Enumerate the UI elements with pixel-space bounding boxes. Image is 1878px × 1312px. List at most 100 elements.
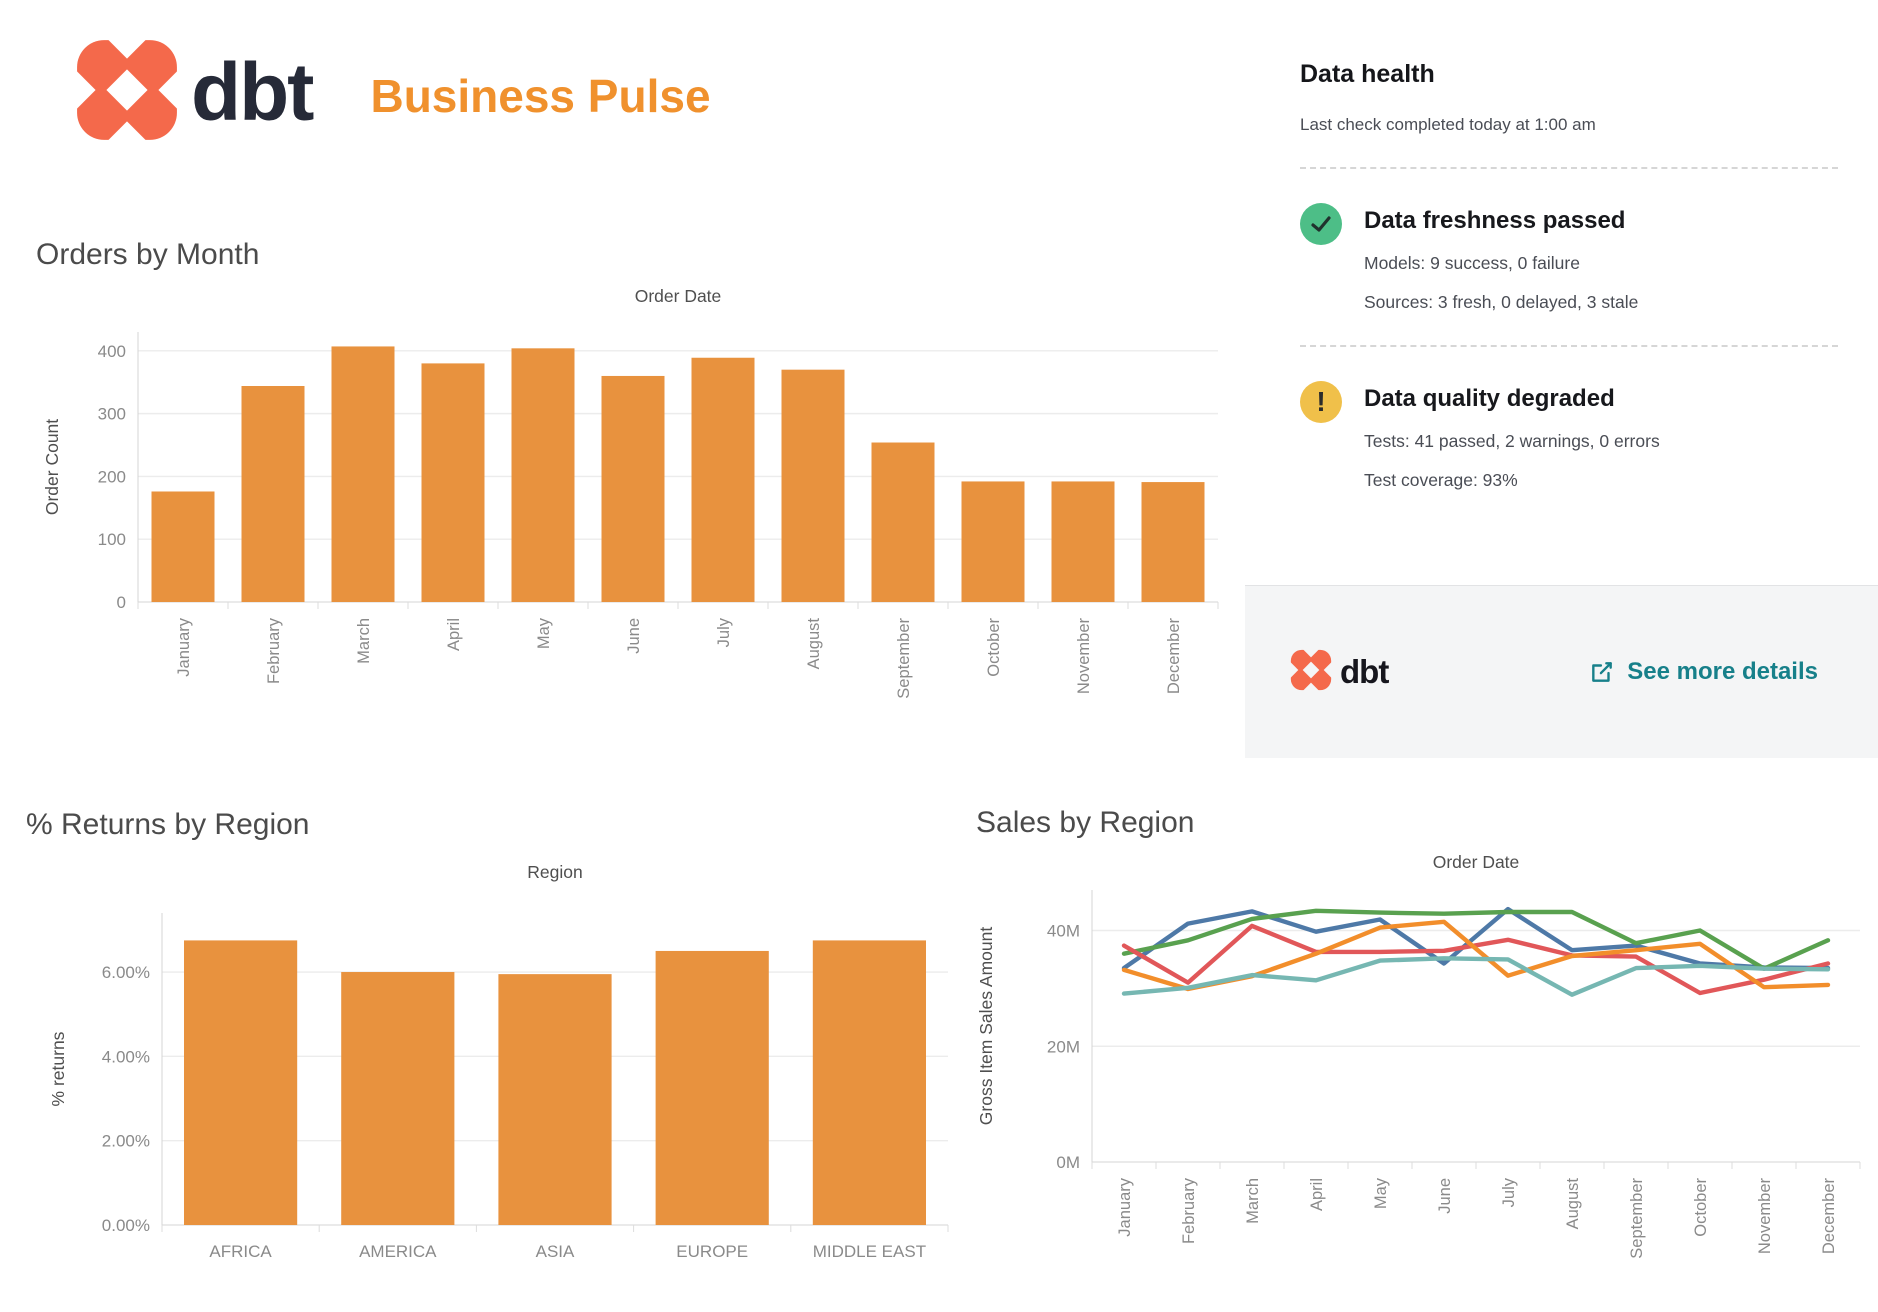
svg-text:September: September xyxy=(895,618,913,699)
svg-text:April: April xyxy=(1308,1178,1326,1211)
orders-by-month-chart: Orders by Month 0 100 200 300 400 January Febr… xyxy=(18,238,1233,752)
divider xyxy=(1300,167,1838,169)
dbt-wordmark: dbt xyxy=(1340,653,1389,690)
svg-text:June: June xyxy=(1436,1178,1454,1214)
bar-january[interactable] xyxy=(151,491,215,602)
bar-february[interactable] xyxy=(241,386,305,602)
bar-america[interactable] xyxy=(341,972,455,1225)
svg-text:AFRICA: AFRICA xyxy=(209,1242,272,1261)
svg-text:July: July xyxy=(1500,1177,1518,1207)
svg-text:2.00%: 2.00% xyxy=(102,1132,150,1151)
svg-text:November: November xyxy=(1756,1178,1774,1255)
svg-text:100: 100 xyxy=(98,530,126,549)
divider xyxy=(1300,345,1838,347)
health-footer: dbt See more details xyxy=(1245,585,1878,758)
svg-text:Region: Region xyxy=(527,862,582,882)
svg-text:Order Date: Order Date xyxy=(635,286,722,306)
svg-text:Order Count: Order Count xyxy=(42,419,62,515)
svg-text:4.00%: 4.00% xyxy=(102,1047,150,1066)
dbt-wordmark: dbt xyxy=(191,46,314,138)
data-quality-status: ! Data quality degraded Tests: 41 passed… xyxy=(1300,379,1838,491)
svg-text:March: March xyxy=(355,618,373,664)
check-icon xyxy=(1300,203,1342,245)
quality-title: Data quality degraded xyxy=(1364,385,1615,412)
dbt-logo-icon xyxy=(1281,640,1341,699)
svg-text:300: 300 xyxy=(98,405,126,424)
bar-august[interactable] xyxy=(781,369,845,602)
svg-text:ASIA: ASIA xyxy=(536,1242,575,1261)
bar-december[interactable] xyxy=(1141,482,1205,602)
bar-may[interactable] xyxy=(511,348,575,602)
svg-text:January: January xyxy=(1116,1177,1134,1236)
svg-text:April: April xyxy=(445,618,463,651)
freshness-title: Data freshness passed xyxy=(1364,207,1626,234)
svg-text:0M: 0M xyxy=(1056,1153,1080,1172)
svg-text:March: March xyxy=(1244,1178,1262,1224)
svg-text:40M: 40M xyxy=(1047,922,1080,941)
external-link-icon xyxy=(1592,662,1613,682)
line-green[interactable] xyxy=(1121,908,1831,971)
svg-text:August: August xyxy=(1564,1178,1582,1230)
svg-text:May: May xyxy=(535,617,553,649)
svg-text:December: December xyxy=(1165,618,1183,695)
svg-text:June: June xyxy=(625,618,643,654)
bar-october[interactable] xyxy=(961,481,1025,602)
svg-text:MIDDLE EAST: MIDDLE EAST xyxy=(813,1242,926,1261)
svg-text:October: October xyxy=(985,618,1003,677)
svg-text:January: January xyxy=(175,617,193,676)
svg-text:EUROPE: EUROPE xyxy=(676,1242,748,1261)
svg-text:August: August xyxy=(805,618,823,670)
quality-coverage: Test coverage: 93% xyxy=(1364,470,1518,490)
svg-text:Gross Item Sales Amount: Gross Item Sales Amount xyxy=(976,927,996,1126)
bar-july[interactable] xyxy=(691,357,755,602)
line-teal[interactable] xyxy=(1121,956,1831,997)
chart-title: Orders by Month xyxy=(36,238,260,271)
bar-middle-east[interactable] xyxy=(812,940,926,1225)
svg-text:0: 0 xyxy=(117,593,126,612)
data-health-title: Data health xyxy=(1300,60,1435,88)
bar-europe[interactable] xyxy=(655,950,769,1225)
svg-text:February: February xyxy=(265,617,283,684)
bar-november[interactable] xyxy=(1051,481,1115,602)
bar-april[interactable] xyxy=(421,363,485,602)
chart-title: Sales by Region xyxy=(976,806,1195,839)
svg-text:September: September xyxy=(1628,1178,1646,1259)
svg-text:July: July xyxy=(715,617,733,647)
svg-text:0.00%: 0.00% xyxy=(102,1216,150,1235)
returns-plot-area[interactable]: 0.00% 2.00% 4.00% 6.00% AFRICA AMERICA ASIA EUR… xyxy=(12,842,962,1301)
data-freshness-status: Data freshness passed Models: 9 success,… xyxy=(1300,201,1838,313)
svg-text:20M: 20M xyxy=(1047,1037,1080,1056)
data-health-panel: Data health Last check completed today a… xyxy=(1245,0,1878,758)
quality-tests: Tests: 41 passed, 2 warnings, 0 errors xyxy=(1364,431,1660,451)
bar-march[interactable] xyxy=(331,346,395,602)
svg-text:400: 400 xyxy=(98,342,126,361)
freshness-models: Models: 9 success, 0 failure xyxy=(1364,253,1580,273)
sales-plot-area[interactable]: 0M 20M 40M January February March April May June… xyxy=(962,840,1878,1299)
svg-text:February: February xyxy=(1180,1177,1198,1244)
dbt-footer-brand: dbt xyxy=(1281,640,1389,699)
svg-text:Order Date: Order Date xyxy=(1433,852,1520,872)
page-title: Business Pulse xyxy=(370,69,711,122)
freshness-sources: Sources: 3 fresh, 0 delayed, 3 stale xyxy=(1364,292,1639,312)
bar-september[interactable] xyxy=(871,442,935,602)
line-red[interactable] xyxy=(1121,923,1831,996)
svg-text:AMERICA: AMERICA xyxy=(359,1242,437,1261)
bar-june[interactable] xyxy=(601,375,665,602)
warning-icon: ! xyxy=(1300,381,1342,423)
svg-text:May: May xyxy=(1372,1177,1390,1209)
svg-text:November: November xyxy=(1075,618,1093,695)
bar-africa[interactable] xyxy=(184,940,298,1225)
svg-text:% returns: % returns xyxy=(48,1031,68,1106)
app-header: dbt Business Pulse xyxy=(54,17,711,163)
returns-by-region-chart: % Returns by Region 0.00% 2.00% 4.00% 6.00%… xyxy=(12,808,962,1301)
svg-text:October: October xyxy=(1692,1178,1710,1237)
orders-plot-area[interactable]: 0 100 200 300 400 January February March April Ma… xyxy=(18,272,1233,752)
sales-by-region-chart: Sales by Region 0M 20M 40M January February M… xyxy=(962,806,1878,1299)
svg-text:December: December xyxy=(1820,1178,1838,1255)
data-health-subtitle: Last check completed today at 1:00 am xyxy=(1300,115,1596,134)
svg-text:6.00%: 6.00% xyxy=(102,963,150,982)
chart-title: % Returns by Region xyxy=(26,808,310,841)
bar-asia[interactable] xyxy=(498,974,612,1225)
dbt-logo-icon xyxy=(54,17,200,163)
see-more-details-link[interactable]: See more details xyxy=(1589,658,1818,686)
